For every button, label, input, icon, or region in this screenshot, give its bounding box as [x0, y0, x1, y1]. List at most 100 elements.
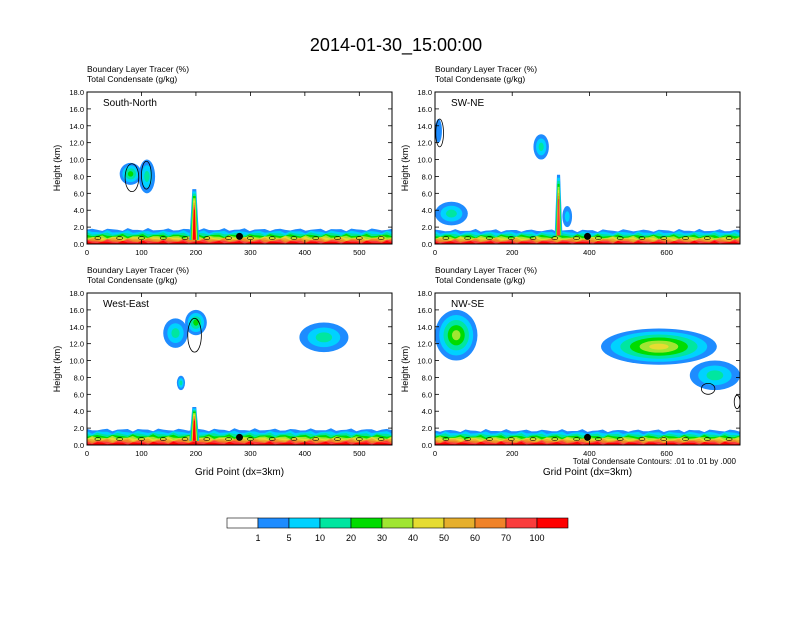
- y-tick-label: 18.0: [69, 289, 84, 298]
- surface-contour: [181, 437, 189, 441]
- surface-contour: [377, 437, 385, 441]
- surface-contour: [290, 236, 298, 240]
- surface-contour: [247, 236, 254, 240]
- panel-header-tracer: Boundary Layer Tracer (%): [435, 265, 537, 275]
- surface-contour: [616, 236, 624, 240]
- panel-header-condensate: Total Condensate (g/kg): [87, 74, 177, 84]
- x-axis: 0 200 400 600: [433, 92, 673, 257]
- tracer-blob-level: [179, 380, 183, 386]
- surface-contour: [268, 437, 276, 441]
- y-tick-label: 8.0: [422, 172, 432, 181]
- surface-contour: [660, 437, 668, 441]
- colorbar-label: 100: [529, 533, 544, 543]
- surface-contour: [595, 236, 602, 240]
- plot-area: [87, 309, 392, 445]
- surface-contour: [356, 437, 363, 441]
- section-label: West-East: [103, 299, 149, 310]
- condensate-contour: [700, 382, 716, 395]
- y-tick-label: 18.0: [69, 88, 84, 97]
- x-tick-label: 400: [583, 248, 596, 257]
- colorbar-swatch: [505, 517, 538, 529]
- y-tick-label: 16.0: [417, 105, 432, 114]
- boundary-layer-band: [87, 240, 392, 244]
- y-tick-label: 12.0: [417, 139, 432, 148]
- y-tick-label: 6.0: [74, 189, 84, 198]
- panel-frame: [86, 292, 393, 446]
- x-tick-label: 0: [433, 248, 437, 257]
- tracer-blob-level: [649, 343, 669, 350]
- surface-contour: [573, 236, 580, 240]
- condensate-contour: [435, 118, 444, 148]
- colorbar-label: 50: [439, 533, 449, 543]
- y-axis-title: Height (km): [400, 145, 410, 192]
- contour-footnote: Total Condensate Contours: .01 to .01 by…: [573, 457, 737, 466]
- tracer-blob-level: [171, 328, 180, 339]
- surface-contour: [529, 236, 537, 240]
- colorbar-swatch: [443, 517, 476, 529]
- y-tick-label: 10.0: [417, 357, 432, 366]
- surface-contour: [94, 236, 102, 240]
- colorbar-label: 10: [315, 533, 325, 543]
- plot-area: [87, 159, 392, 244]
- panel-header-condensate: Total Condensate (g/kg): [87, 275, 177, 285]
- surface-contour: [268, 236, 276, 240]
- surface-contour: [551, 437, 559, 441]
- tracer-blob-level: [564, 211, 570, 222]
- surface-contour: [356, 236, 363, 240]
- x-tick-label: 0: [85, 449, 89, 458]
- surface-contour: [486, 437, 493, 441]
- y-tick-label: 18.0: [417, 289, 432, 298]
- condensate-contour: [187, 317, 202, 353]
- surface-contour: [704, 437, 711, 441]
- condensate-contour: [733, 394, 740, 410]
- boundary-layer-band: [435, 441, 740, 445]
- y-tick-label: 0.0: [74, 240, 84, 249]
- location-marker: [236, 433, 243, 441]
- panels-group: 0.0 2.0 4.0 6.0 8.0 10.0 12.0 14.0 16.0 18.0 0 100 2…: [52, 64, 741, 478]
- surface-contour: [290, 437, 298, 441]
- x-axis-title: Grid Point (dx=3km): [543, 467, 632, 478]
- surface-contour: [203, 437, 211, 441]
- surface-contour: [442, 236, 450, 240]
- colorbar-label: 70: [501, 533, 511, 543]
- x-tick-label: 200: [190, 449, 203, 458]
- panel-header-condensate: Total Condensate (g/kg): [435, 74, 525, 84]
- x-tick-label: 400: [299, 449, 312, 458]
- surface-contour: [682, 236, 689, 240]
- x-tick-label: 200: [506, 449, 519, 458]
- location-marker: [236, 232, 243, 240]
- surface-contour: [225, 437, 232, 441]
- x-tick-label: 500: [353, 248, 366, 257]
- surface-contour: [116, 236, 123, 240]
- surface-contour: [159, 236, 167, 240]
- x-axis: 0 200 400 600: [433, 293, 673, 458]
- surface-contour: [486, 236, 493, 240]
- y-tick-label: 2.0: [422, 223, 432, 232]
- surface-contour: [225, 236, 232, 240]
- surface-contour: [334, 437, 341, 441]
- surface-contour: [442, 437, 450, 441]
- colorbar-label: 5: [286, 533, 291, 543]
- surface-contour: [159, 437, 167, 441]
- tracer-blob-level: [144, 170, 150, 183]
- y-axis: 0.0 2.0 4.0 6.0 8.0 10.0 12.0 14.0 16.0 18.0: [417, 88, 740, 249]
- y-tick-label: 6.0: [74, 390, 84, 399]
- y-tick-label: 4.0: [74, 407, 84, 416]
- panel-frame: [86, 91, 393, 245]
- surface-contour: [464, 437, 471, 441]
- x-tick-label: 600: [660, 248, 673, 257]
- x-tick-label: 100: [135, 449, 148, 458]
- boundary-layer-band: [435, 240, 740, 244]
- colorbar-swatch: [536, 517, 569, 529]
- surface-contour: [116, 437, 123, 441]
- tracer-column-level: [192, 209, 196, 240]
- section-label: SW-NE: [451, 98, 484, 109]
- tracer-column-level: [557, 199, 561, 236]
- section-label: NW-SE: [451, 299, 484, 310]
- x-tick-label: 300: [244, 248, 257, 257]
- panel-bottom-left: 0.0 2.0 4.0 6.0 8.0 10.0 12.0 14.0 16.0 18.0 0 100 2…: [52, 265, 393, 478]
- y-tick-label: 16.0: [69, 105, 84, 114]
- y-tick-label: 8.0: [74, 172, 84, 181]
- y-axis-title: Height (km): [52, 145, 62, 192]
